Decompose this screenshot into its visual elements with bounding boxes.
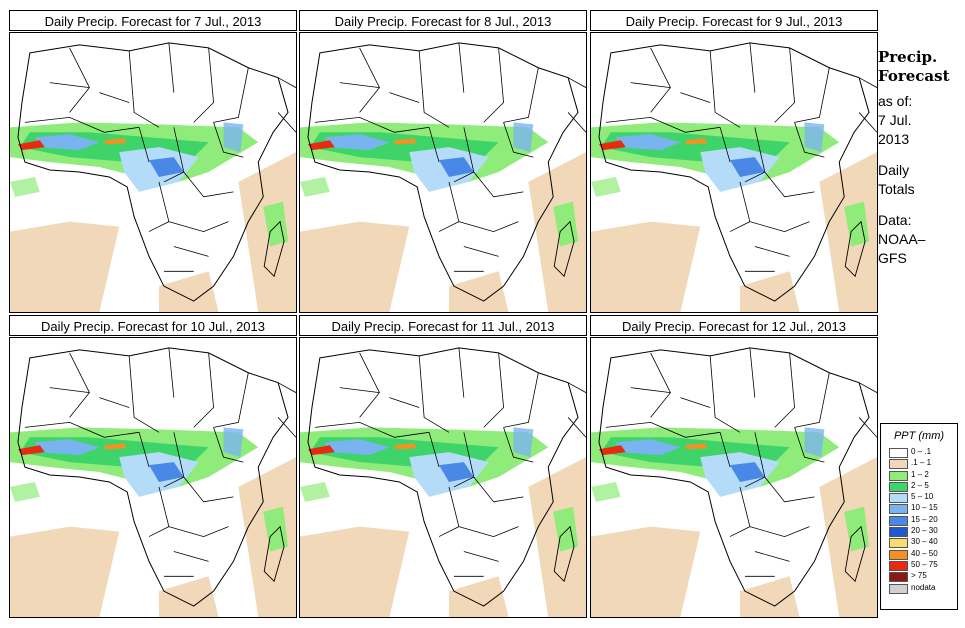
africa-map-image	[300, 42, 586, 312]
forecast-panel-jul-7: Daily Precip. Forecast for 7 Jul., 2013	[9, 10, 297, 313]
africa-map-image	[591, 42, 877, 312]
legend-item: 10 – 15	[881, 503, 957, 515]
legend-label: 30 – 40	[911, 537, 938, 547]
forecast-panel-jul-10: Daily Precip. Forecast for 10 Jul., 2013	[9, 315, 297, 618]
data-source-line-1: NOAA–	[878, 231, 926, 247]
heading-line-2: Forecast	[878, 67, 950, 85]
asof-date-line-1: 7 Jul.	[878, 112, 912, 128]
forecast-info: Precip. Forecast as of: 7 Jul. 2013 Dail…	[878, 48, 963, 268]
precip-map	[590, 32, 878, 313]
legend-item: 15 – 20	[881, 514, 957, 527]
precip-map	[9, 32, 297, 313]
legend-item: 30 – 40	[881, 537, 957, 549]
panel-title: Daily Precip. Forecast for 12 Jul., 2013	[590, 315, 878, 336]
legend-swatch	[889, 560, 908, 571]
precip-map	[590, 337, 878, 618]
legend-swatch	[889, 481, 908, 492]
legend-label: nodata	[911, 582, 936, 592]
forecast-panel-jul-12: Daily Precip. Forecast for 12 Jul., 2013	[590, 315, 878, 618]
legend-swatch	[889, 527, 908, 538]
data-label: Data:	[878, 212, 912, 228]
africa-map-image	[10, 42, 296, 312]
legend-label: 50 – 75	[911, 559, 938, 569]
panel-title: Daily Precip. Forecast for 7 Jul., 2013	[9, 10, 297, 31]
legend-label: 40 – 50	[911, 548, 938, 558]
legend-label: 5 – 10	[911, 492, 934, 502]
legend-item: > 75	[881, 571, 957, 583]
legend-item: 0 – .1	[881, 447, 957, 459]
forecast-panel-jul-11: Daily Precip. Forecast for 11 Jul., 2013	[299, 315, 587, 618]
panel-title: Daily Precip. Forecast for 8 Jul., 2013	[299, 10, 587, 31]
legend-item: .1 – 1	[881, 458, 957, 470]
legend-swatch	[889, 459, 908, 470]
legend-title: PPT (mm)	[893, 430, 945, 442]
asof-date-line-2: 2013	[878, 131, 910, 147]
legend-item: 40 – 50	[881, 548, 957, 561]
legend-swatch	[889, 448, 908, 458]
asof-label: as of:	[878, 93, 913, 109]
africa-map-image	[10, 347, 296, 617]
legend-swatch	[889, 493, 908, 504]
legend-swatch	[889, 538, 908, 549]
legend-swatch	[889, 572, 908, 583]
legend-label: 2 – 5	[911, 480, 929, 490]
legend-swatch	[889, 549, 908, 560]
africa-map-image	[591, 347, 877, 617]
panel-title: Daily Precip. Forecast for 9 Jul., 2013	[590, 10, 878, 31]
legend-swatch	[889, 504, 908, 515]
precip-map	[9, 337, 297, 618]
panel-title: Daily Precip. Forecast for 11 Jul., 2013	[299, 315, 587, 336]
legend-label: > 75	[911, 571, 927, 581]
panel-title: Daily Precip. Forecast for 10 Jul., 2013	[9, 315, 297, 336]
legend-swatch	[889, 470, 908, 481]
legend-label: 1 – 2	[911, 469, 929, 479]
legend-item: 50 – 75	[881, 559, 957, 572]
legend-swatch	[889, 583, 908, 594]
data-source-line-2: GFS	[878, 250, 907, 266]
legend-label: 20 – 30	[911, 526, 938, 536]
africa-map-image	[300, 347, 586, 617]
legend-label: 0 – .1	[911, 447, 932, 456]
legend-item: 20 – 30	[881, 526, 957, 538]
legend-item: nodata	[881, 582, 957, 595]
legend-item: 5 – 10	[881, 492, 957, 504]
forecast-panel-jul-9: Daily Precip. Forecast for 9 Jul., 2013	[590, 10, 878, 313]
precip-map	[299, 337, 587, 618]
precip-map	[299, 32, 587, 313]
period-line-2: Totals	[878, 181, 915, 197]
period-line-1: Daily	[878, 162, 910, 178]
legend-item: 2 – 5	[881, 480, 957, 493]
legend-label: .1 – 1	[911, 458, 932, 468]
legend-swatch	[889, 515, 908, 526]
legend-item: 1 – 2	[881, 469, 957, 482]
legend-label: 10 – 15	[911, 503, 938, 513]
forecast-panel-jul-8: Daily Precip. Forecast for 8 Jul., 2013	[299, 10, 587, 313]
heading-line-1: Precip.	[878, 48, 938, 66]
legend-label: 15 – 20	[911, 514, 938, 524]
